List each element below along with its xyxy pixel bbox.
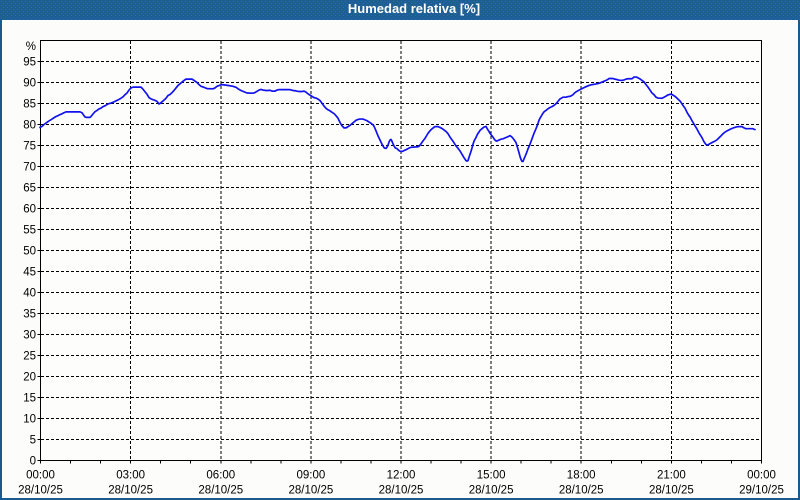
- svg-text:15:00: 15:00: [477, 470, 506, 482]
- svg-text:21:00: 21:00: [657, 470, 686, 482]
- svg-text:0: 0: [30, 456, 36, 468]
- svg-text:06:00: 06:00: [206, 470, 235, 482]
- svg-text:10: 10: [23, 414, 36, 426]
- svg-text:28/10/25: 28/10/25: [379, 485, 424, 497]
- svg-text:55: 55: [23, 225, 36, 237]
- svg-text:45: 45: [23, 267, 36, 279]
- svg-text:65: 65: [23, 183, 36, 195]
- svg-text:85: 85: [23, 99, 36, 111]
- svg-text:70: 70: [23, 162, 36, 174]
- svg-text:40: 40: [23, 288, 36, 300]
- svg-text:29/10/25: 29/10/25: [739, 485, 784, 497]
- svg-text:28/10/25: 28/10/25: [649, 485, 694, 497]
- svg-text:28/10/25: 28/10/25: [18, 485, 63, 497]
- svg-text:5: 5: [30, 435, 36, 447]
- svg-text:09:00: 09:00: [297, 470, 326, 482]
- svg-text:28/10/25: 28/10/25: [289, 485, 334, 497]
- svg-text:30: 30: [23, 330, 36, 342]
- svg-text:00:00: 00:00: [747, 470, 776, 482]
- svg-text:%: %: [26, 41, 36, 53]
- svg-text:28/10/25: 28/10/25: [108, 485, 153, 497]
- svg-text:50: 50: [23, 246, 36, 258]
- svg-text:18:00: 18:00: [567, 470, 596, 482]
- svg-text:12:00: 12:00: [387, 470, 416, 482]
- svg-text:80: 80: [23, 120, 36, 132]
- svg-text:03:00: 03:00: [116, 470, 145, 482]
- svg-text:90: 90: [23, 78, 36, 90]
- svg-text:15: 15: [23, 393, 36, 405]
- svg-text:28/10/25: 28/10/25: [469, 485, 514, 497]
- svg-text:75: 75: [23, 141, 36, 153]
- svg-text:28/10/25: 28/10/25: [559, 485, 604, 497]
- svg-text:60: 60: [23, 204, 36, 216]
- svg-text:35: 35: [23, 309, 36, 321]
- svg-text:28/10/25: 28/10/25: [198, 485, 243, 497]
- svg-text:00:00: 00:00: [26, 470, 55, 482]
- svg-text:20: 20: [23, 372, 36, 384]
- svg-text:25: 25: [23, 351, 36, 363]
- svg-text:95: 95: [23, 57, 36, 69]
